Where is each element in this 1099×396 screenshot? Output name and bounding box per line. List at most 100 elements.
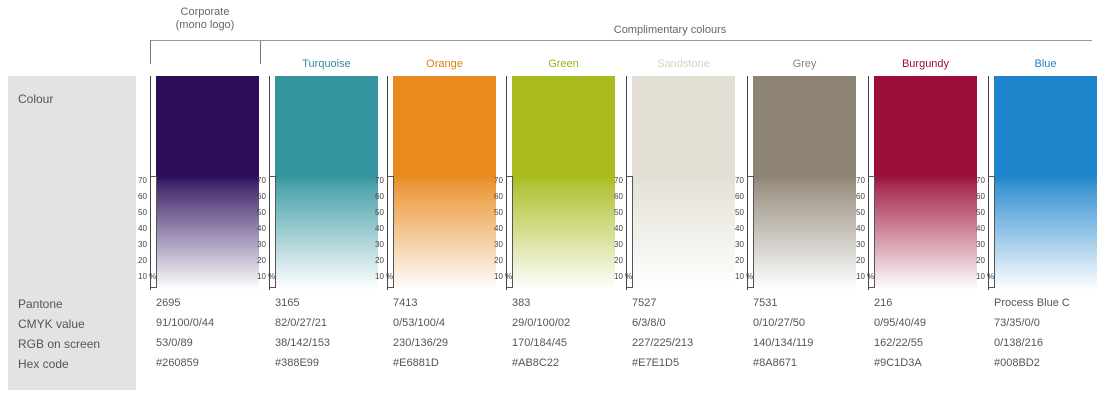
tint-label: 30 [375, 240, 384, 249]
tint-scale: 70 60 50 40 30 20 10 % [974, 174, 1014, 290]
value-cell: 162/22/55 [874, 337, 923, 349]
column-name-green: Green [548, 58, 579, 70]
tint-label: 20 [976, 256, 985, 265]
tint-label: 60 [138, 192, 147, 201]
row-label-rgb: RGB on screen [18, 337, 101, 351]
hex-cell: #E6881D [393, 357, 439, 369]
tint-label: 30 [494, 240, 503, 249]
tint-label: 50 [257, 208, 266, 217]
tint-scale: 70 60 50 40 30 20 10 % [733, 174, 773, 290]
tint-label: 40 [257, 224, 266, 233]
hex-cell: #8A8671 [753, 357, 798, 369]
row-label-pantone: Pantone [18, 297, 63, 311]
column-name-turquoise: Turquoise [302, 58, 351, 70]
tint-label: 70 [976, 176, 985, 185]
tint-bracket [868, 176, 875, 288]
value-cell: 0/138/216 [994, 337, 1043, 349]
value-cell: 383 [512, 297, 531, 309]
tint-label: 40 [375, 224, 384, 233]
tint-label: 10 % [614, 272, 633, 281]
hex-cell: #E7E1D5 [632, 357, 680, 369]
value-cell: 82/0/27/21 [275, 317, 327, 329]
value-cell: 0/53/100/4 [393, 317, 445, 329]
tint-bracket [747, 176, 754, 288]
tint-label: 60 [494, 192, 503, 201]
column-divider [626, 76, 627, 290]
column-name-burgundy: Burgundy [901, 58, 950, 70]
tint-label: 70 [735, 176, 744, 185]
corporate-group-tick-left [150, 40, 151, 64]
tint-scale: 70 60 50 40 30 20 10 % [255, 174, 295, 290]
tint-label: 10 % [375, 272, 394, 281]
tint-scale: 70 60 50 40 30 20 10 % [373, 174, 413, 290]
tint-bracket [626, 176, 633, 288]
tint-label: 40 [856, 224, 865, 233]
tint-label: 20 [735, 256, 744, 265]
tint-bracket [988, 176, 995, 288]
column-name-sandstone: Sandstone [657, 58, 710, 70]
tint-label: 40 [494, 224, 503, 233]
tint-label: 30 [976, 240, 985, 249]
tint-label: 50 [976, 208, 985, 217]
tint-label: 40 [614, 224, 623, 233]
value-cell: 7527 [632, 297, 657, 309]
row-label-panel [8, 76, 136, 390]
colour-swatch [753, 76, 856, 290]
tint-label: 30 [138, 240, 147, 249]
hex-cell: #008BD2 [994, 357, 1040, 369]
tint-label: 60 [375, 192, 384, 201]
value-cell: 73/35/0/0 [994, 317, 1040, 329]
tint-label: 50 [856, 208, 865, 217]
tint-label: 30 [257, 240, 266, 249]
tint-label: 70 [375, 176, 384, 185]
tint-bracket [506, 176, 513, 288]
tint-label: 50 [375, 208, 384, 217]
hex-cell: #260859 [156, 357, 199, 369]
column-divider [506, 76, 507, 290]
row-label-colour: Colour [18, 92, 54, 106]
column-divider [747, 76, 748, 290]
value-cell: 7413 [393, 297, 418, 309]
hex-cell: #AB8C22 [512, 357, 560, 369]
colour-swatch [393, 76, 496, 290]
value-cell: 29/0/100/02 [512, 317, 571, 329]
tint-label: 10 % [735, 272, 754, 281]
tint-scale: 70 60 50 40 30 20 10 % [854, 174, 894, 290]
tint-label: 10 % [976, 272, 995, 281]
corporate-group-label: Corporate (mono logo) [175, 6, 235, 31]
tint-scale: 70 60 50 40 30 20 10 % [612, 174, 652, 290]
value-cell: 0/95/40/49 [874, 317, 926, 329]
value-cell: 0/10/27/50 [753, 317, 805, 329]
tint-label: 40 [976, 224, 985, 233]
tint-label: 30 [856, 240, 865, 249]
value-cell: 91/100/0/44 [156, 317, 215, 329]
column-name-orange: Orange [426, 58, 463, 70]
column-divider [988, 76, 989, 290]
tint-label: 70 [614, 176, 623, 185]
colour-swatch [994, 76, 1097, 290]
value-cell: 227/225/213 [632, 337, 694, 349]
row-label-cmyk: CMYK value [18, 317, 85, 331]
colour-swatch [275, 76, 378, 290]
tint-label: 20 [856, 256, 865, 265]
tint-bracket [387, 176, 394, 288]
tint-label: 60 [614, 192, 623, 201]
value-cell: 216 [874, 297, 893, 309]
complementary-group-label: Complimentary colours [613, 24, 727, 36]
tint-scale: 70 60 50 40 30 20 10 % [492, 174, 532, 290]
row-label-hex: Hex code [18, 357, 69, 371]
corporate-group-line [150, 40, 260, 41]
tint-label: 60 [257, 192, 266, 201]
column-divider [387, 76, 388, 290]
tint-label: 30 [614, 240, 623, 249]
complementary-group-line [260, 40, 1092, 41]
tint-label: 70 [494, 176, 503, 185]
tint-label: 10 % [856, 272, 875, 281]
value-cell: 3165 [275, 297, 300, 309]
tint-label: 40 [735, 224, 744, 233]
column-divider [868, 76, 869, 290]
value-cell: Process Blue C [994, 297, 1070, 309]
tint-label: 10 % [494, 272, 513, 281]
tint-label: 60 [735, 192, 744, 201]
column-name-blue: Blue [1034, 58, 1057, 70]
